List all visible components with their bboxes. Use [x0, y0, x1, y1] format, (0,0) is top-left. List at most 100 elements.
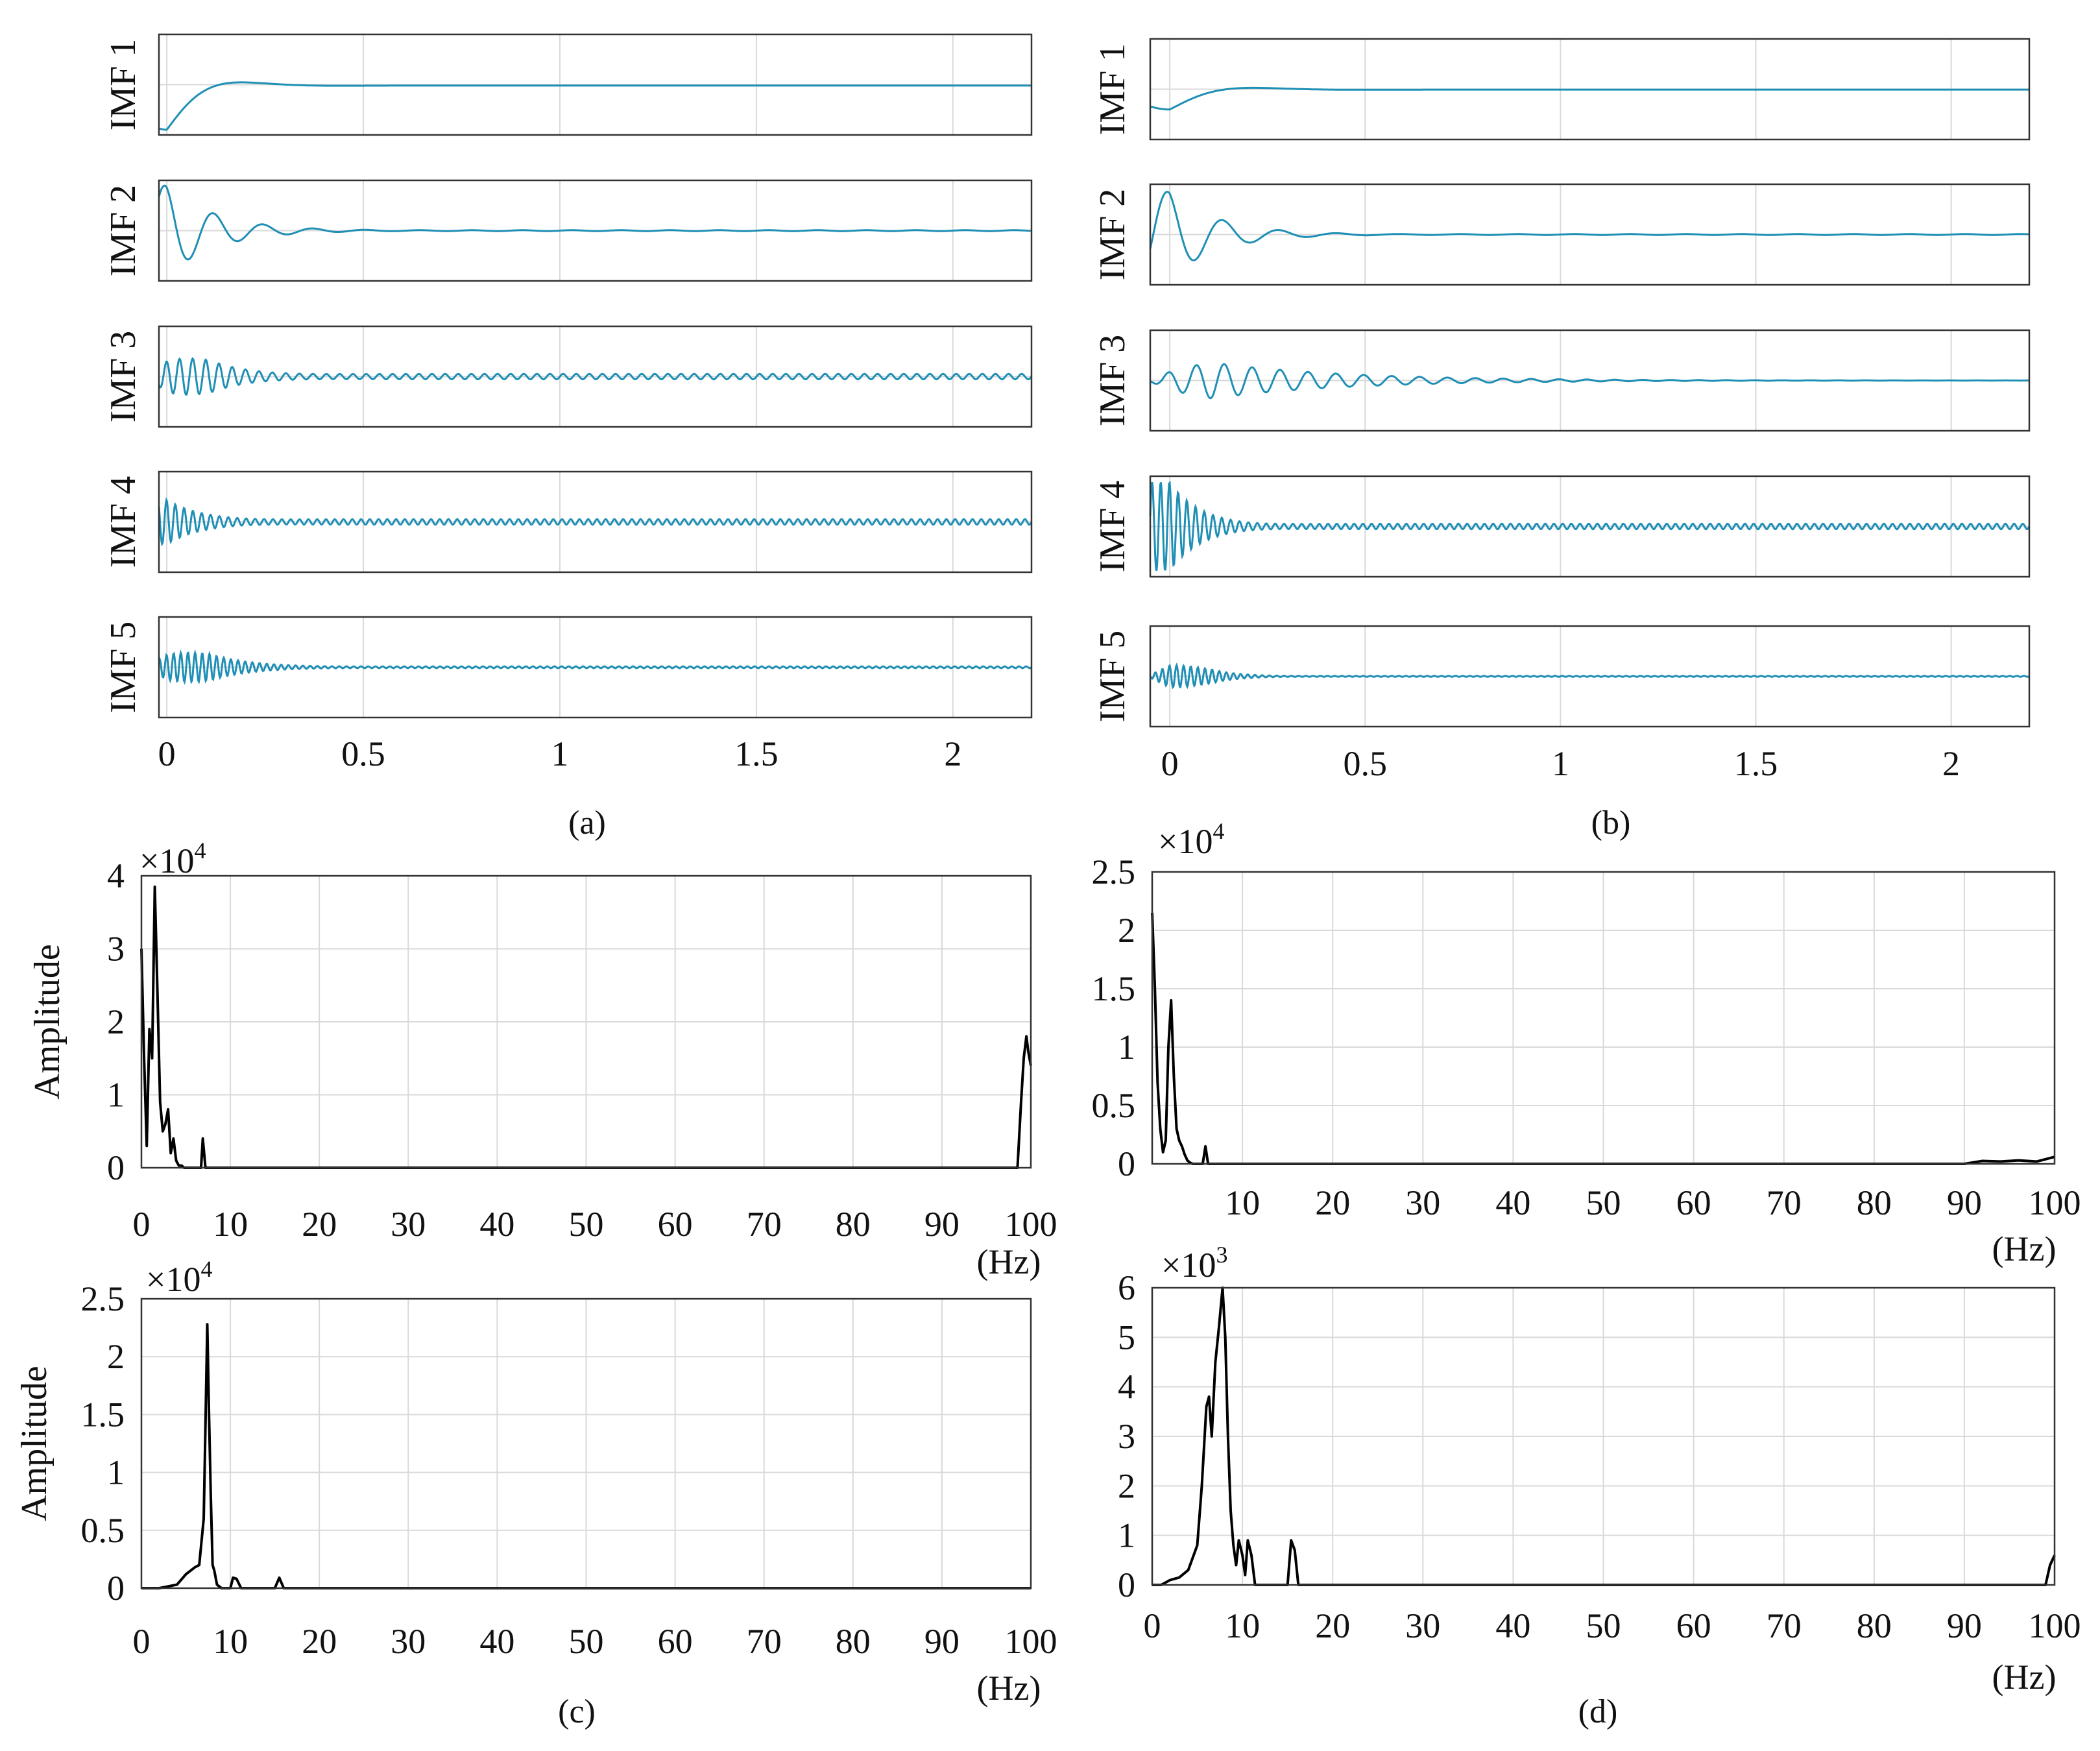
imf-frame	[1149, 38, 2031, 141]
x-unit-label: (Hz)	[1992, 1658, 2057, 1697]
x-tick-label: 20	[1315, 1183, 1350, 1222]
x-tick-label: 2	[1942, 744, 1960, 783]
x-tick-label: 70	[747, 1622, 782, 1661]
y-tick-label: 1	[107, 1076, 125, 1115]
spectrum-frame	[140, 1298, 1032, 1589]
x-tick-label: 50	[569, 1622, 604, 1661]
y-tick-label: 0.5	[1092, 1086, 1136, 1125]
imf-subplot: IMF 2	[103, 179, 1033, 282]
imf-frame	[158, 616, 1033, 719]
imf-axis-label: IMF 4	[103, 476, 143, 568]
x-tick-label: 1	[551, 734, 568, 773]
imf-frame	[158, 470, 1033, 574]
x-tick-label: 60	[658, 1205, 693, 1244]
y-axis-label: Amplitude	[14, 1366, 54, 1521]
y-multiplier-label: ×104	[1158, 818, 1224, 861]
imf-axis-label: IMF 1	[1092, 43, 1133, 136]
x-tick-label: 60	[1676, 1183, 1711, 1222]
imf-axis-label: IMF 3	[103, 331, 143, 423]
imf-frame	[1149, 475, 2031, 578]
y-tick-label: 2	[1118, 911, 1135, 950]
y-tick-label: 3	[107, 930, 125, 969]
imf-axis-label: IMF 5	[1092, 631, 1133, 723]
x-tick-label: 0.5	[341, 734, 385, 773]
x-tick-label: 10	[213, 1205, 248, 1244]
imf-signal-line	[1150, 363, 2029, 400]
multiplier-exponent: 4	[194, 838, 206, 863]
y-tick-label: 1	[1118, 1516, 1135, 1555]
panel-label-a: (a)	[568, 804, 606, 841]
imf-subplot: IMF 4	[103, 470, 1033, 574]
x-tick-label: 50	[1586, 1183, 1621, 1222]
y-axis-label: Amplitude	[27, 944, 67, 1100]
imf-subplot: IMF 3	[103, 325, 1033, 428]
imf-subplot: IMF 2	[1092, 183, 2031, 286]
spectrum-panel: 0 10 20 30 40 50 60 70 80 90 100 0 0.5 1 1.5 2 2.5 ×104 (H…	[14, 1256, 1057, 1708]
x-tick-label: 2	[944, 734, 961, 773]
x-tick-label: 40	[1495, 1183, 1530, 1222]
imf-signal-line	[1149, 191, 2029, 261]
x-tick-label: 30	[391, 1205, 426, 1244]
imf-signal-line	[1149, 480, 2031, 572]
x-tick-label: 70	[1767, 1606, 1802, 1645]
imf-subplot: IMF 5	[1092, 625, 2031, 728]
imf-frame	[158, 179, 1033, 282]
imf-signal-line	[1150, 86, 2029, 111]
x-tick-label: 20	[1315, 1606, 1350, 1645]
y-tick-label: 0	[1118, 1144, 1135, 1183]
x-tick-label: 10	[1225, 1606, 1260, 1645]
x-unit-label: (Hz)	[1992, 1229, 2057, 1268]
y-tick-label: 2	[107, 1337, 125, 1376]
imf-axis-label: IMF 2	[103, 185, 143, 277]
imf-frame	[158, 325, 1033, 428]
x-tick-label: 20	[302, 1205, 337, 1244]
imf-axis-label: IMF 1	[103, 39, 143, 131]
x-tick-label: 40	[479, 1622, 514, 1661]
x-tick-label: 0	[158, 734, 176, 773]
x-tick-label: 60	[1676, 1606, 1711, 1645]
y-tick-label: 2.5	[81, 1279, 125, 1318]
y-tick-label: 2	[1118, 1466, 1135, 1505]
panel-label-c: (c)	[558, 1693, 596, 1730]
y-tick-label: 1	[1118, 1028, 1135, 1067]
imf-signal-line	[158, 357, 1033, 396]
x-tick-label: 0	[1144, 1606, 1161, 1645]
y-tick-label: 0	[107, 1569, 125, 1608]
imf-frame	[1149, 625, 2031, 728]
y-tick-label: 2.5	[1092, 852, 1136, 891]
y-tick-label: 0.5	[81, 1511, 125, 1550]
imf-subplot: IMF 1	[1092, 38, 2031, 141]
panel-label-b: (b)	[1591, 804, 1631, 841]
imf-signal-line	[158, 81, 1032, 131]
imf-frame	[158, 33, 1033, 136]
x-tick-label: 100	[2029, 1183, 2081, 1222]
x-tick-label: 1	[1552, 744, 1569, 783]
x-tick-label: 40	[1495, 1606, 1530, 1645]
y-multiplier-label: ×103	[1161, 1242, 1227, 1285]
spectrum-panel: 10 20 30 40 50 60 70 80 90 100 0 0.5 1 1.5 2 2.5 ×104 (Hz…	[1092, 818, 2081, 1268]
y-tick-label: 1	[107, 1453, 125, 1492]
imf-signal-line	[1149, 662, 2030, 690]
x-tick-label: 90	[1947, 1606, 1982, 1645]
y-multiplier-label: ×104	[146, 1256, 212, 1299]
x-tick-label: 40	[479, 1205, 514, 1244]
x-tick-label: 80	[1857, 1183, 1892, 1222]
x-tick-label: 90	[924, 1205, 959, 1244]
imf-signal-line	[158, 184, 1032, 261]
imf-axis-label: IMF 4	[1092, 481, 1133, 573]
multiplier-exponent: 3	[1216, 1242, 1227, 1268]
multiplier-exponent: 4	[1213, 818, 1224, 844]
x-unit-label: (Hz)	[977, 1242, 1041, 1281]
x-tick-label: 100	[1005, 1205, 1057, 1244]
y-tick-label: 4	[1118, 1368, 1135, 1407]
imf-frame	[1149, 183, 2031, 286]
imf-axis-label: IMF 3	[1092, 335, 1133, 427]
multiplier-base: ×10	[1158, 822, 1213, 861]
y-tick-label: 4	[107, 856, 125, 895]
imf-subplot: IMF 4	[1092, 475, 2031, 578]
y-tick-label: 5	[1118, 1318, 1135, 1357]
x-tick-label: 1.5	[1734, 744, 1778, 783]
